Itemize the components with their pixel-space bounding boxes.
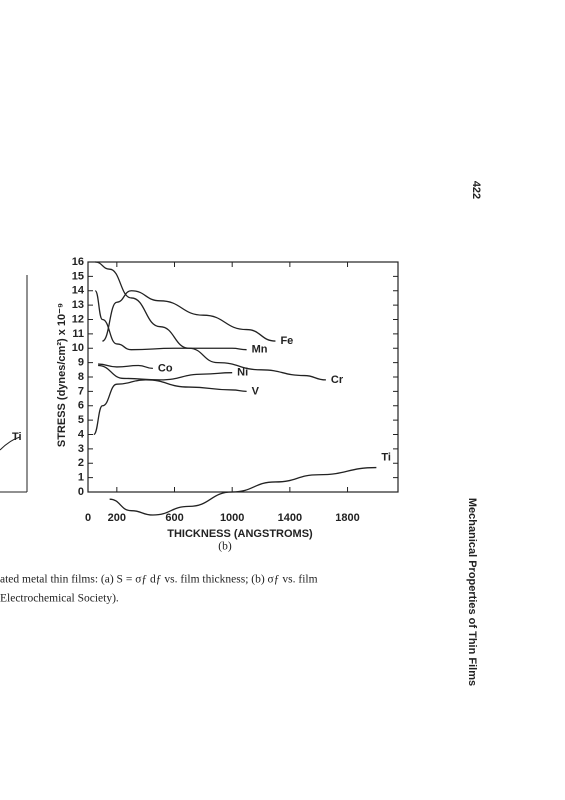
x-axis-label: THICKNESS (ANGSTROMS) — [167, 528, 313, 540]
y-tick-label: 8 — [78, 371, 84, 383]
panel-a-label: Ti — [12, 431, 22, 443]
y-tick-label: 12 — [72, 313, 84, 325]
curve-label: Cr — [331, 374, 344, 386]
curve — [98, 364, 233, 381]
panel-a-fragment — [0, 275, 28, 493]
y-tick-label: 10 — [72, 342, 84, 354]
x-tick-label: 600 — [165, 512, 183, 524]
y-tick-label: 6 — [78, 400, 84, 412]
caption: Electrochemical Society). — [0, 593, 119, 605]
y-tick-label: 7 — [78, 385, 84, 397]
y-tick-label: 4 — [78, 428, 85, 440]
y-tick-label: 5 — [78, 414, 84, 426]
curve-label: Ni — [237, 367, 248, 379]
y-tick-label: 2 — [78, 457, 84, 469]
x-tick-label: 200 — [108, 512, 126, 524]
y-tick-label: 11 — [72, 328, 84, 340]
y-tick-label: 15 — [72, 270, 84, 282]
y-tick-label: 13 — [72, 299, 84, 311]
y-tick-label: 16 — [72, 256, 84, 268]
page-number: 422 — [470, 181, 482, 199]
x-tick-label: 1800 — [335, 512, 359, 524]
panel-label: (b) — [218, 541, 232, 553]
curve-label: Fe — [280, 335, 293, 347]
x-tick-label: 1000 — [220, 512, 244, 524]
running-head: Mechanical Properties of Thin Films — [466, 498, 478, 686]
curve — [102, 290, 276, 342]
y-tick-label: 9 — [78, 357, 84, 369]
curve — [94, 290, 247, 351]
curve — [95, 261, 326, 381]
curve-label: Ti — [381, 451, 391, 463]
y-tick-label: 14 — [72, 285, 85, 297]
curve-label: Co — [158, 362, 173, 374]
y-tick-label: 0 — [78, 486, 84, 498]
y-tick-label: 1 — [78, 472, 84, 484]
curve — [93, 379, 247, 436]
curve-label: V — [252, 385, 260, 397]
x-tick-label: 1400 — [278, 512, 302, 524]
x-tick-label: 0 — [85, 512, 91, 524]
y-axis-label: STRESS (dynes/cm²) x 10⁻⁹ — [56, 303, 68, 447]
caption: ated metal thin films: (a) S = σƒ dƒ vs.… — [0, 574, 318, 586]
curve — [109, 466, 377, 516]
panel-a-curve — [0, 436, 21, 451]
curve-label: Mn — [252, 344, 268, 356]
y-tick-label: 3 — [78, 443, 84, 455]
curve — [98, 363, 153, 370]
